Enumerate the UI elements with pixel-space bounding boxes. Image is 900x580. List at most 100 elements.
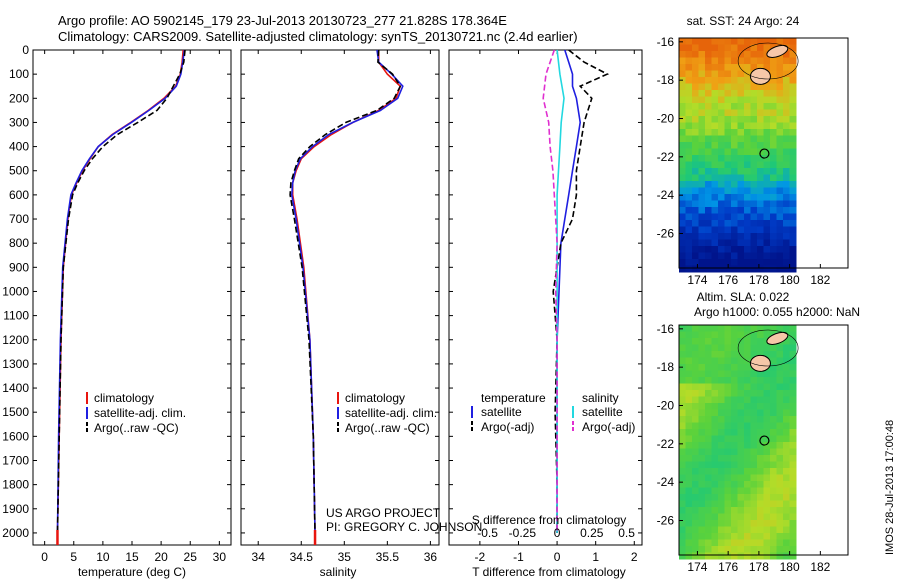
- map-cell: [737, 70, 745, 78]
- map-cell: [770, 246, 777, 253]
- map-cell: [750, 468, 758, 475]
- map-cell: [776, 409, 784, 417]
- map-cell: [731, 148, 738, 156]
- map-cell: [705, 70, 712, 78]
- map-cell: [705, 44, 712, 52]
- map-cell: [731, 194, 738, 201]
- map-cell: [718, 357, 725, 365]
- map-cell: [724, 122, 732, 130]
- map-cell: [744, 507, 751, 514]
- map-cell: [744, 409, 751, 417]
- map-cell: [698, 546, 706, 553]
- x-tick-label: 0: [41, 550, 48, 564]
- map-cell: [679, 546, 686, 553]
- map-cell: [776, 109, 784, 117]
- difference-panel: [448, 49, 643, 546]
- map-cell: [757, 259, 764, 266]
- map-cell: [731, 116, 738, 123]
- map-cell: [783, 539, 790, 547]
- map-cell: [776, 103, 784, 110]
- map-cell: [685, 370, 693, 378]
- map-cell: [724, 207, 732, 214]
- map-cell: [685, 396, 693, 404]
- map-cell: [731, 233, 738, 240]
- map-cell: [783, 487, 790, 495]
- map-cell: [685, 500, 693, 508]
- map-cell: [776, 351, 784, 358]
- map-cell: [724, 409, 732, 417]
- map-cell: [731, 351, 738, 358]
- map-cell: [776, 390, 784, 397]
- map-cell: [750, 220, 758, 227]
- map-cell: [711, 468, 719, 475]
- map-cell: [711, 500, 719, 508]
- map-cell: [770, 213, 777, 221]
- map-cell: [776, 474, 784, 482]
- map-cell: [776, 344, 784, 352]
- map-cell: [763, 57, 771, 65]
- map-cell: [737, 507, 745, 514]
- map-cell: [711, 51, 719, 58]
- legend-label-argo: Argo(..raw -QC): [345, 421, 430, 435]
- map-cell: [763, 448, 771, 456]
- map-cell: [757, 507, 764, 514]
- map-cell: [705, 494, 712, 501]
- map-cell: [731, 364, 738, 371]
- map-cell: [718, 194, 725, 201]
- map-cell: [757, 135, 764, 143]
- map-cell: [731, 207, 738, 214]
- map-cell: [685, 351, 693, 358]
- map-cell: [731, 64, 738, 71]
- map-cell: [789, 364, 797, 371]
- map-cell: [750, 38, 758, 45]
- map-cell: [737, 526, 745, 534]
- map-cell: [763, 507, 771, 514]
- map-cell: [711, 338, 719, 345]
- map-cell: [744, 461, 751, 469]
- map-cell: [692, 442, 699, 449]
- map-cell: [744, 552, 751, 560]
- map-cell: [698, 474, 706, 482]
- map-cell: [685, 461, 693, 469]
- map-cell: [705, 351, 712, 358]
- map-cell: [757, 51, 764, 58]
- map-cell: [711, 265, 719, 273]
- map-cell: [718, 455, 725, 462]
- map-cell: [744, 377, 751, 384]
- depth-tick-label: 600: [9, 188, 29, 202]
- map-cell: [718, 187, 725, 195]
- map-cell: [770, 500, 777, 508]
- map-cell: [724, 246, 732, 253]
- map-cell: [698, 552, 706, 560]
- map-cell: [757, 474, 764, 482]
- map-cell: [698, 494, 706, 501]
- map-cell: [783, 344, 790, 352]
- map-cell: [789, 77, 797, 84]
- map-cell: [705, 487, 712, 495]
- map-cell: [757, 383, 764, 391]
- map-cell: [757, 109, 764, 117]
- map-cell: [724, 265, 732, 273]
- map-cell: [692, 252, 699, 260]
- map-cell: [679, 390, 686, 397]
- map-cell: [789, 526, 797, 534]
- map-cell: [744, 403, 751, 410]
- map-cell: [776, 233, 784, 240]
- map-cell: [705, 64, 712, 71]
- map-cell: [692, 325, 699, 332]
- map-cell: [711, 142, 719, 149]
- map-cell: [783, 181, 790, 188]
- map-cell: [770, 64, 777, 71]
- map-cell: [705, 148, 712, 156]
- map-cell: [783, 259, 790, 266]
- map-cell: [685, 213, 693, 221]
- map-cell: [783, 239, 790, 247]
- map-cell: [698, 442, 706, 449]
- map-cell: [698, 468, 706, 475]
- map-cell: [692, 38, 699, 45]
- map-cell: [737, 468, 745, 475]
- map-cell: [789, 44, 797, 52]
- map-cell: [679, 70, 686, 78]
- credits-pi: PI: GREGORY C. JOHNSON: [326, 520, 482, 534]
- map-cell: [750, 122, 758, 130]
